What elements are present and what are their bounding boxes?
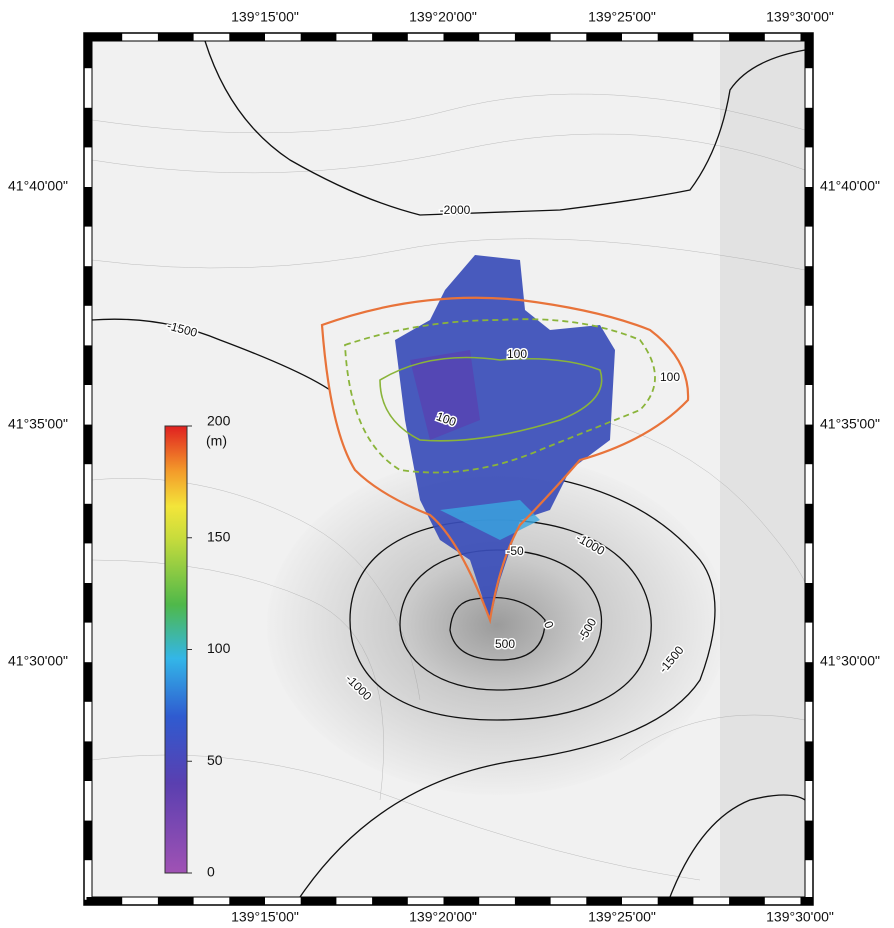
frame-block bbox=[586, 897, 622, 905]
longitude-label: 139°15'00" bbox=[231, 9, 299, 25]
latitude-label: 41°35'00" bbox=[820, 416, 880, 432]
frame-block bbox=[84, 187, 92, 227]
longitude-label: 139°25'00" bbox=[588, 9, 656, 25]
frame-block bbox=[84, 345, 92, 385]
frame-block bbox=[586, 33, 622, 41]
frame-block bbox=[443, 33, 480, 41]
frame-block bbox=[157, 33, 194, 41]
frame-block bbox=[300, 33, 337, 41]
colorbar-tick-label: 150 bbox=[207, 528, 231, 544]
frame-block bbox=[84, 33, 92, 69]
longitude-label: 139°15'00" bbox=[231, 909, 299, 925]
frame-block bbox=[657, 897, 694, 905]
colorbar-tick-label: 100 bbox=[207, 640, 231, 656]
terrain bbox=[91, 40, 809, 898]
colorbar-tick-label: 200 bbox=[207, 413, 231, 429]
frame-block bbox=[443, 897, 480, 905]
latitude-label: 41°35'00" bbox=[8, 416, 68, 432]
frame-block bbox=[372, 33, 408, 41]
colorbar-unit: (m) bbox=[206, 433, 227, 449]
frame-block bbox=[805, 345, 813, 385]
longitude-label: 139°25'00" bbox=[588, 909, 656, 925]
longitude-label: 139°20'00" bbox=[409, 909, 477, 925]
frame-block bbox=[300, 897, 337, 905]
frame-block bbox=[805, 107, 813, 148]
frame-block bbox=[514, 897, 551, 905]
frame-block bbox=[729, 33, 765, 41]
frame-block bbox=[157, 897, 194, 905]
contour-label: 100 bbox=[660, 370, 680, 384]
frame-block bbox=[805, 741, 813, 781]
frame-block bbox=[84, 899, 92, 905]
frame-block bbox=[86, 33, 123, 41]
frame-block bbox=[229, 897, 265, 905]
latitude-label: 41°40'00" bbox=[8, 178, 68, 194]
frame-block bbox=[84, 583, 92, 623]
frame-block bbox=[805, 899, 813, 905]
frame-block bbox=[805, 503, 813, 544]
contour-label: -2000 bbox=[440, 203, 471, 217]
frame-block bbox=[805, 583, 813, 623]
colorbar-tick-label: 0 bbox=[207, 864, 215, 880]
latitude-label: 41°30'00" bbox=[8, 653, 68, 669]
frame-block bbox=[805, 33, 813, 69]
contour-label: 500 bbox=[495, 637, 515, 651]
contour-label: -50 bbox=[506, 544, 524, 558]
frame-block bbox=[84, 266, 92, 306]
frame-block bbox=[805, 662, 813, 702]
frame-block bbox=[84, 741, 92, 781]
latitude-label: 41°30'00" bbox=[820, 653, 880, 669]
frame-block bbox=[514, 33, 551, 41]
frame-block bbox=[372, 897, 408, 905]
frame-block bbox=[84, 503, 92, 544]
frame-block bbox=[805, 266, 813, 306]
longitude-label: 139°30'00" bbox=[766, 909, 834, 925]
frame-block bbox=[805, 820, 813, 861]
frame-block bbox=[805, 424, 813, 465]
thickness-area bbox=[320, 255, 690, 625]
frame-block bbox=[86, 897, 123, 905]
frame-block bbox=[229, 33, 265, 41]
contour-label: 100 bbox=[434, 409, 458, 429]
colorbar-tick-label: 50 bbox=[207, 752, 223, 768]
contour-label: 100 bbox=[507, 347, 527, 361]
frame-block bbox=[84, 820, 92, 861]
map-frame bbox=[83, 32, 814, 906]
frame-block bbox=[657, 33, 694, 41]
frame-block bbox=[84, 424, 92, 465]
frame-block bbox=[805, 187, 813, 227]
latitude-label: 41°40'00" bbox=[820, 178, 880, 194]
longitude-label: 139°20'00" bbox=[409, 9, 477, 25]
longitude-label: 139°30'00" bbox=[766, 9, 834, 25]
frame-block bbox=[84, 662, 92, 702]
colorbar bbox=[164, 425, 188, 874]
frame-block bbox=[84, 107, 92, 148]
frame-block bbox=[729, 897, 765, 905]
